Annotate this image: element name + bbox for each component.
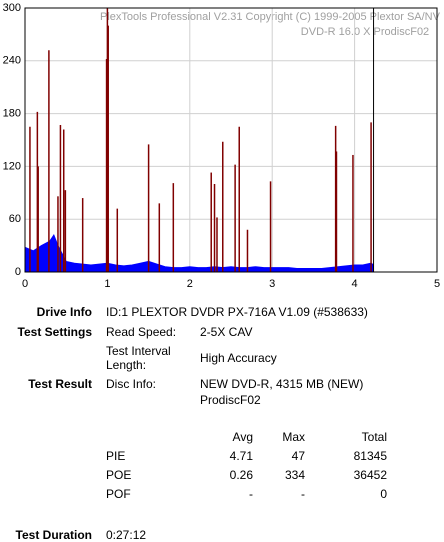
- table-cell: POF: [106, 487, 131, 501]
- table-cell: Avg: [232, 430, 253, 444]
- table-cell: PIE: [106, 449, 126, 463]
- x-tick-label: 2: [187, 278, 193, 290]
- table-cell: 47: [291, 449, 305, 463]
- area-fill: [25, 235, 374, 272]
- value: 2-5X CAV: [200, 325, 253, 339]
- value: 0:27:12: [106, 528, 147, 542]
- table-cell: Total: [361, 430, 387, 444]
- table-cell: Max: [282, 430, 305, 444]
- value: ProdiscF02: [200, 393, 261, 407]
- value: NEW DVD-R, 4315 MB (NEW): [200, 377, 364, 391]
- x-tick-label: 4: [352, 278, 358, 290]
- label: Test Settings: [17, 325, 92, 339]
- value: High Accuracy: [200, 351, 277, 365]
- watermark: PlexTools Professional V2.31 Copyright (…: [100, 11, 441, 23]
- x-tick-label: 3: [269, 278, 275, 290]
- value: Disc Info:: [106, 377, 157, 391]
- x-tick-label: 1: [104, 278, 110, 290]
- table-cell: 0: [380, 487, 387, 501]
- value: ID:1 PLEXTOR DVDR PX-716A V1.09 (#538633…: [106, 305, 368, 319]
- y-tick-label: 120: [3, 160, 21, 172]
- x-tick-label: 5: [434, 278, 440, 290]
- chart: PlexTools Professional V2.31 Copyright (…: [3, 2, 441, 290]
- table-cell: 4.71: [229, 449, 253, 463]
- y-tick-label: 180: [3, 108, 21, 120]
- area-line: [24, 233, 374, 269]
- x-tick-label: 0: [22, 278, 28, 290]
- table-cell: 334: [284, 468, 305, 482]
- value: Read Speed:: [106, 325, 177, 339]
- value: Length:: [106, 358, 147, 372]
- table-cell: 36452: [353, 468, 387, 482]
- table-cell: POE: [106, 468, 132, 482]
- label: Test Duration: [15, 528, 92, 542]
- table-cell: 81345: [353, 449, 387, 463]
- table-cell: -: [249, 487, 253, 501]
- y-tick-label: 240: [3, 55, 21, 67]
- table-cell: -: [301, 487, 305, 501]
- y-tick-label: 300: [3, 2, 21, 14]
- plot-frame: [24, 7, 438, 273]
- watermark: DVD-R 16.0 X ProdiscF02: [301, 26, 429, 38]
- label: Test Result: [28, 377, 92, 391]
- value: Test Interval: [106, 344, 171, 358]
- y-tick-label: 60: [9, 213, 21, 225]
- y-tick-label: 0: [15, 266, 21, 278]
- table-cell: 0.26: [229, 468, 253, 482]
- label: Drive Info: [36, 305, 92, 319]
